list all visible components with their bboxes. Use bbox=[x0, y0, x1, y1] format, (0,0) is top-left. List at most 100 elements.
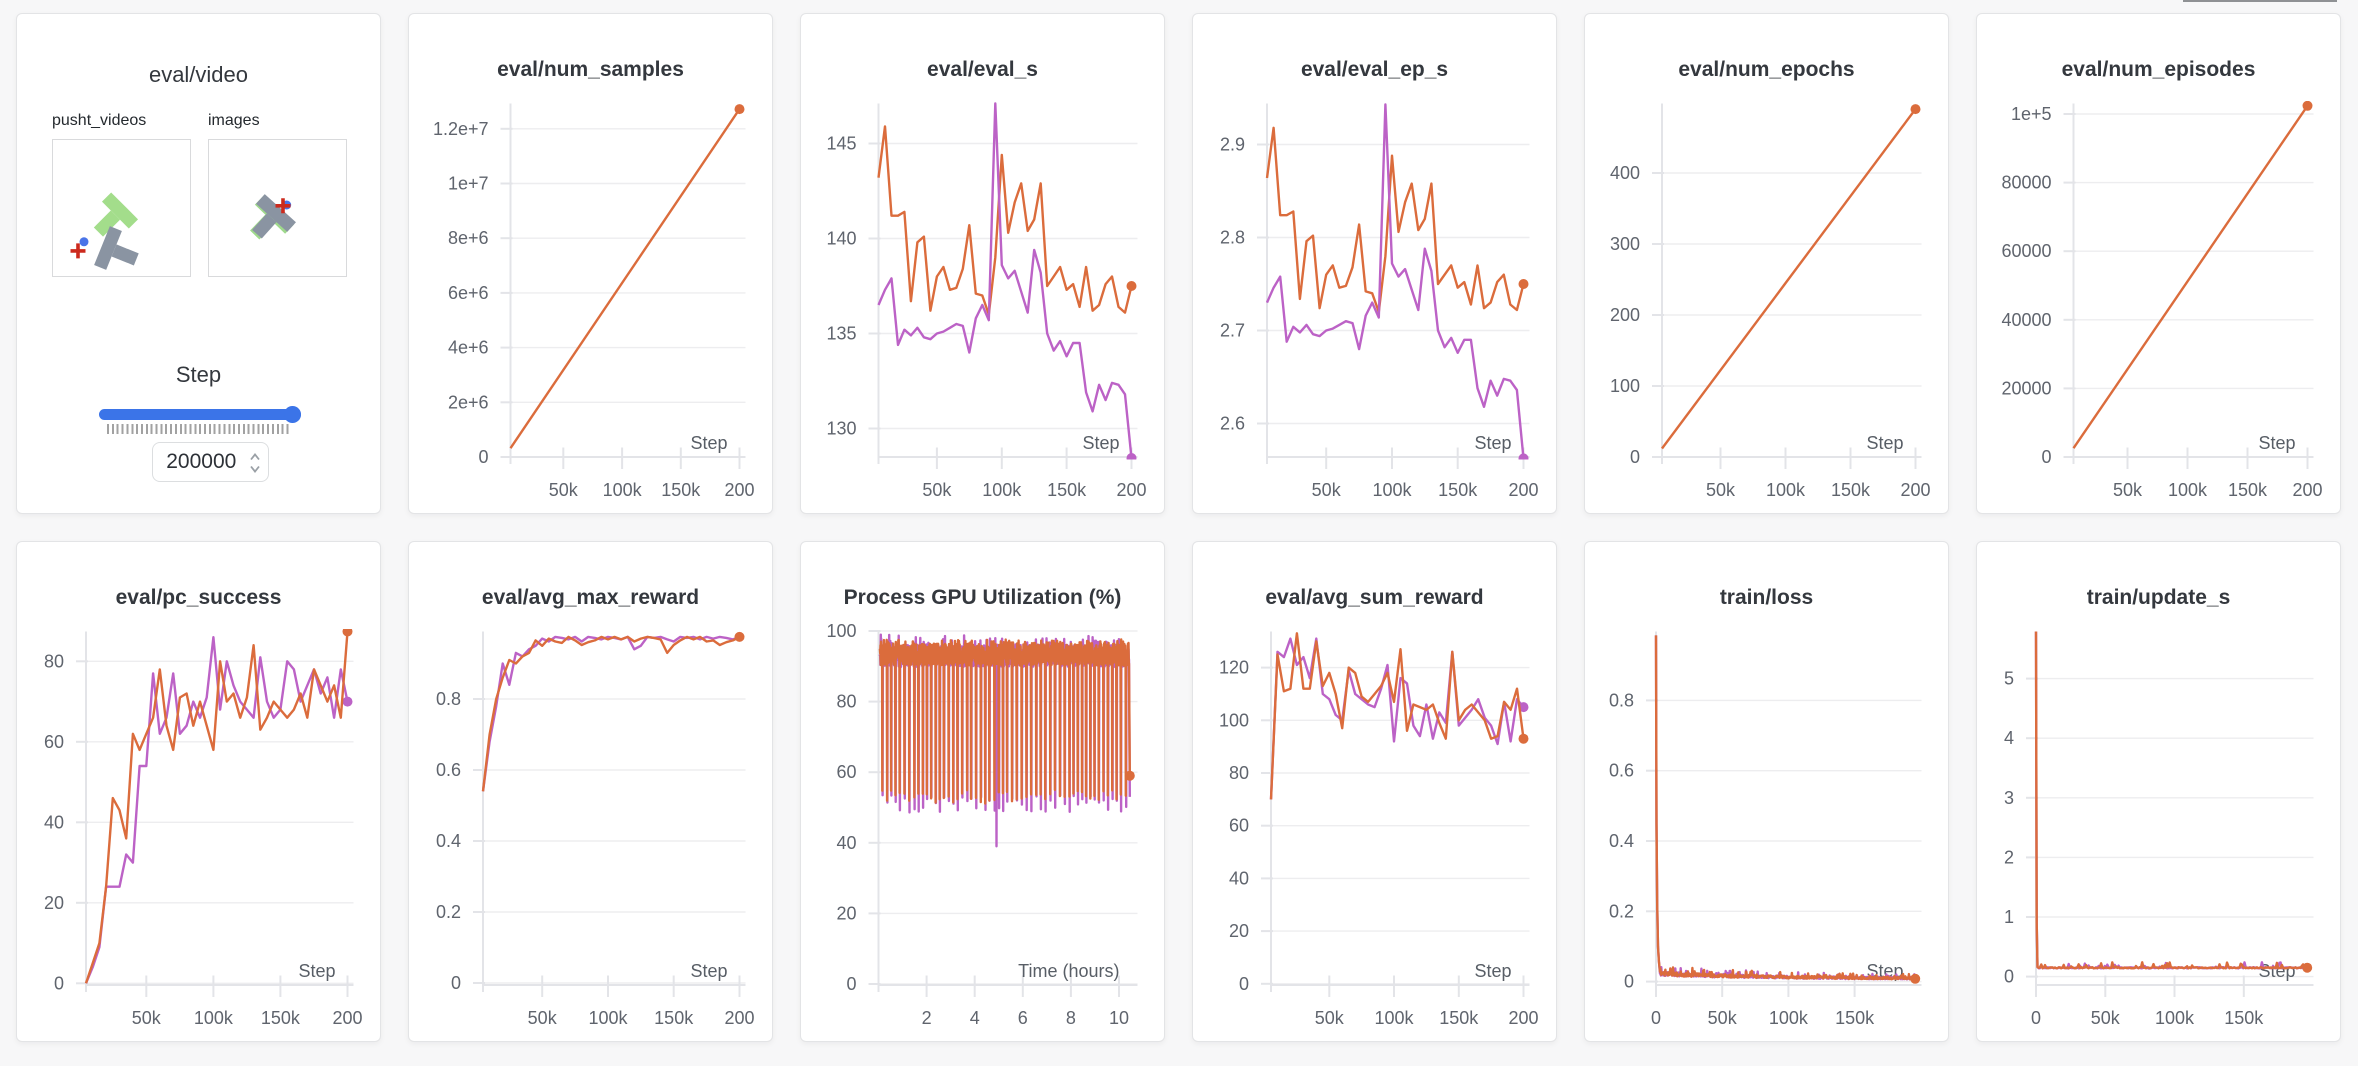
svg-text:50k: 50k bbox=[1708, 1008, 1738, 1028]
svg-text:6e+6: 6e+6 bbox=[448, 283, 489, 303]
svg-text:150k: 150k bbox=[261, 1008, 301, 1028]
svg-text:0: 0 bbox=[1651, 1008, 1661, 1028]
svg-text:0: 0 bbox=[2041, 447, 2051, 467]
svg-text:Step: Step bbox=[1474, 961, 1511, 981]
svg-text:0.2: 0.2 bbox=[1609, 901, 1634, 921]
svg-text:200: 200 bbox=[1900, 480, 1930, 500]
svg-text:80000: 80000 bbox=[2001, 173, 2051, 193]
svg-text:40: 40 bbox=[44, 812, 64, 832]
svg-text:100k: 100k bbox=[982, 480, 1022, 500]
svg-text:150k: 150k bbox=[2228, 480, 2268, 500]
svg-text:60: 60 bbox=[1229, 816, 1249, 836]
svg-text:Step: Step bbox=[1474, 433, 1511, 453]
svg-text:8e+6: 8e+6 bbox=[448, 228, 489, 248]
svg-text:150k: 150k bbox=[1047, 480, 1087, 500]
svg-text:20000: 20000 bbox=[2001, 378, 2051, 398]
svg-text:1.2e+7: 1.2e+7 bbox=[433, 119, 489, 139]
svg-text:100k: 100k bbox=[588, 1008, 628, 1028]
svg-text:40000: 40000 bbox=[2001, 310, 2051, 330]
svg-text:Step: Step bbox=[298, 961, 335, 981]
svg-text:0.4: 0.4 bbox=[436, 831, 461, 851]
svg-text:0: 0 bbox=[2004, 967, 2014, 987]
svg-text:100: 100 bbox=[826, 621, 856, 641]
svg-text:0: 0 bbox=[846, 974, 856, 994]
svg-text:40: 40 bbox=[836, 833, 856, 853]
svg-text:2.6: 2.6 bbox=[1220, 414, 1245, 434]
svg-text:10: 10 bbox=[1109, 1008, 1129, 1028]
svg-text:200: 200 bbox=[1610, 305, 1640, 325]
svg-text:100k: 100k bbox=[1769, 1008, 1809, 1028]
svg-text:80: 80 bbox=[836, 692, 856, 712]
svg-text:150k: 150k bbox=[1438, 480, 1478, 500]
svg-text:50k: 50k bbox=[2113, 480, 2143, 500]
svg-text:50k: 50k bbox=[2091, 1008, 2121, 1028]
svg-text:0.6: 0.6 bbox=[436, 760, 461, 780]
svg-text:20: 20 bbox=[836, 903, 856, 923]
svg-text:150k: 150k bbox=[2224, 1008, 2264, 1028]
svg-text:40: 40 bbox=[1229, 868, 1249, 888]
svg-text:150k: 150k bbox=[654, 1008, 694, 1028]
svg-text:50k: 50k bbox=[922, 480, 952, 500]
svg-text:200: 200 bbox=[1116, 480, 1146, 500]
svg-text:135: 135 bbox=[826, 324, 856, 344]
svg-text:200: 200 bbox=[724, 1008, 754, 1028]
svg-text:130: 130 bbox=[826, 419, 856, 439]
svg-text:60000: 60000 bbox=[2001, 241, 2051, 261]
svg-text:1e+5: 1e+5 bbox=[2011, 104, 2052, 124]
svg-text:0: 0 bbox=[1239, 974, 1249, 994]
svg-text:3: 3 bbox=[2004, 788, 2014, 808]
svg-text:150k: 150k bbox=[661, 480, 701, 500]
svg-text:100k: 100k bbox=[1372, 480, 1412, 500]
svg-text:60: 60 bbox=[44, 732, 64, 752]
svg-text:2: 2 bbox=[2004, 847, 2014, 867]
svg-text:5: 5 bbox=[2004, 669, 2014, 689]
svg-text:100k: 100k bbox=[194, 1008, 234, 1028]
svg-text:0.8: 0.8 bbox=[1609, 690, 1634, 710]
svg-text:Step: Step bbox=[2258, 961, 2295, 981]
svg-text:50k: 50k bbox=[132, 1008, 162, 1028]
svg-text:120: 120 bbox=[1219, 658, 1249, 678]
svg-text:0: 0 bbox=[2031, 1008, 2041, 1028]
svg-text:0.8: 0.8 bbox=[436, 689, 461, 709]
svg-text:400: 400 bbox=[1610, 163, 1640, 183]
svg-text:2.8: 2.8 bbox=[1220, 228, 1245, 248]
svg-text:1e+7: 1e+7 bbox=[448, 174, 489, 194]
svg-text:145: 145 bbox=[826, 134, 856, 154]
svg-text:200: 200 bbox=[724, 480, 754, 500]
svg-text:0.6: 0.6 bbox=[1609, 761, 1634, 781]
svg-text:8: 8 bbox=[1066, 1008, 1076, 1028]
svg-text:300: 300 bbox=[1610, 234, 1640, 254]
svg-text:Step: Step bbox=[2258, 433, 2295, 453]
svg-text:100k: 100k bbox=[2168, 480, 2208, 500]
svg-text:6: 6 bbox=[1018, 1008, 1028, 1028]
svg-text:Time (hours): Time (hours) bbox=[1018, 961, 1119, 981]
svg-text:20: 20 bbox=[1229, 921, 1249, 941]
svg-text:Step: Step bbox=[690, 433, 727, 453]
svg-text:50k: 50k bbox=[1312, 480, 1342, 500]
svg-text:50k: 50k bbox=[1706, 480, 1736, 500]
svg-text:100k: 100k bbox=[2155, 1008, 2195, 1028]
svg-text:Step: Step bbox=[690, 961, 727, 981]
svg-text:0: 0 bbox=[1624, 972, 1634, 992]
svg-text:100k: 100k bbox=[1766, 480, 1806, 500]
svg-text:2.9: 2.9 bbox=[1220, 135, 1245, 155]
svg-text:100k: 100k bbox=[1374, 1008, 1414, 1028]
svg-text:150k: 150k bbox=[1835, 1008, 1875, 1028]
svg-text:150k: 150k bbox=[1439, 1008, 1479, 1028]
svg-text:4e+6: 4e+6 bbox=[448, 338, 489, 358]
svg-text:0: 0 bbox=[478, 447, 488, 467]
svg-text:200: 200 bbox=[1508, 1008, 1538, 1028]
svg-text:2: 2 bbox=[922, 1008, 932, 1028]
svg-text:140: 140 bbox=[826, 229, 856, 249]
svg-text:Step: Step bbox=[1082, 433, 1119, 453]
svg-text:200: 200 bbox=[332, 1008, 362, 1028]
svg-text:4: 4 bbox=[970, 1008, 980, 1028]
svg-text:0: 0 bbox=[1630, 447, 1640, 467]
svg-text:0: 0 bbox=[54, 973, 64, 993]
svg-text:100: 100 bbox=[1219, 710, 1249, 730]
svg-text:50k: 50k bbox=[1315, 1008, 1345, 1028]
svg-text:0.4: 0.4 bbox=[1609, 831, 1634, 851]
svg-text:1: 1 bbox=[2004, 907, 2014, 927]
svg-text:4: 4 bbox=[2004, 728, 2014, 748]
svg-text:200: 200 bbox=[2292, 480, 2322, 500]
